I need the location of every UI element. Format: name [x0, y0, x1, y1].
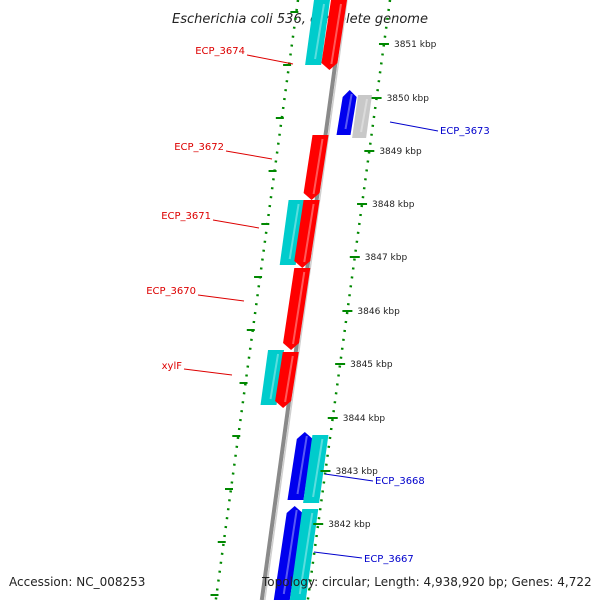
accession-label: Accession: NC_008253: [9, 575, 145, 589]
gene-ECP_3672: [303, 135, 329, 200]
feature-highlight: [282, 509, 298, 595]
gene-labels: ECP_3674 ECP_3673 ECP_3672 ECP_3671 ECP_3670…: [146, 46, 490, 565]
leader-line: [197, 294, 245, 302]
feature-highlight: [292, 271, 306, 345]
feature-highlight: [312, 138, 324, 195]
feature-cyan: [279, 200, 305, 265]
feature-highlight: [298, 512, 314, 595]
gene-label-ECP_3668: ECP_3668: [375, 476, 425, 487]
gene-ECP_3671: [294, 200, 320, 268]
feature-cyan: [303, 435, 329, 503]
gene-ECP_3674: [321, 0, 347, 70]
gene-label-ECP_3672: ECP_3672: [174, 142, 224, 153]
gene-label-ECP_3671: ECP_3671: [161, 211, 211, 222]
gene-ECP_3667: [273, 506, 303, 600]
gene-ECP_3670: [283, 268, 311, 350]
gene-label-ECP_3673: ECP_3673: [440, 126, 490, 137]
feature-highlight: [269, 353, 280, 400]
feature-highlight: [314, 3, 325, 60]
feature-highlight: [330, 3, 342, 65]
leader-line: [212, 219, 260, 229]
tick-label: 3847 kbp: [365, 253, 408, 263]
tick-label: 3842 kbp: [328, 520, 371, 530]
feature-highlight: [312, 438, 324, 498]
map-title: Escherichia coli 536, complete genome: [172, 12, 428, 27]
leader-line: [183, 368, 233, 376]
tick-label: 3848 kbp: [372, 200, 415, 210]
gene-xylF: [275, 352, 299, 408]
gene-label-ECP_3670: ECP_3670: [146, 286, 196, 297]
guide-line-outer: [306, 0, 392, 600]
guide-line-inner: [214, 0, 300, 600]
feature-highlight: [344, 93, 353, 130]
gene-features: [260, 0, 372, 600]
tick-label: 3849 kbp: [379, 147, 422, 157]
topology-label: Topology: circular; Length: 4,938,920 bp…: [261, 575, 592, 589]
backbone-highlight: [264, 0, 348, 600]
feature-highlight: [360, 98, 368, 133]
gene-label-ECP_3674: ECP_3674: [195, 46, 245, 57]
tick-label: 3843 kbp: [335, 467, 378, 477]
leader-line: [389, 121, 439, 132]
tick-label: 3846 kbp: [357, 307, 400, 317]
gene-ECP_3668: [287, 432, 313, 500]
gene-pseudo: [352, 95, 372, 138]
tick-label: 3851 kbp: [394, 40, 437, 50]
scale-ticks: 3851 kbp 3850 kbp 3849 kbp 3848 kbp 3847 kbp…: [313, 40, 437, 530]
feature-highlight: [284, 355, 294, 403]
leader-line: [246, 54, 294, 65]
feature-highlight: [288, 203, 300, 260]
leader-line: [313, 551, 363, 559]
guide-lines: [210, 0, 392, 600]
leader-line: [225, 150, 273, 160]
feature-cyan: [289, 509, 319, 600]
feature-highlight: [296, 435, 308, 495]
gene-label-ECP_3667: ECP_3667: [364, 554, 414, 565]
leader-line: [324, 473, 374, 482]
tick-label: 3845 kbp: [350, 360, 393, 370]
gene-ECP_3673: [336, 90, 357, 135]
tick-label: 3850 kbp: [387, 94, 430, 104]
gene-label-xylF: xylF: [162, 361, 183, 372]
tick-label: 3844 kbp: [343, 414, 386, 424]
feature-highlight: [303, 203, 315, 263]
feature-cyan: [305, 0, 330, 65]
